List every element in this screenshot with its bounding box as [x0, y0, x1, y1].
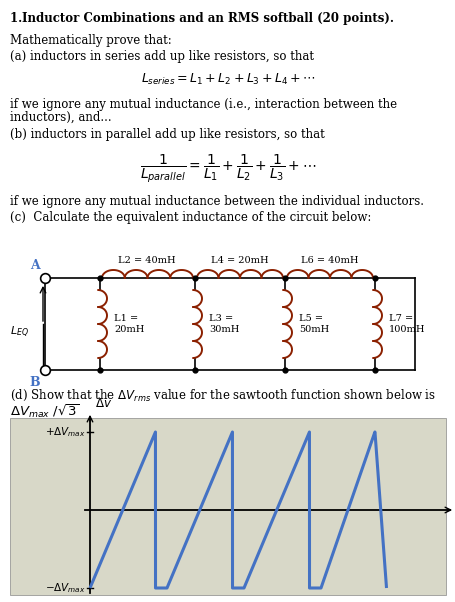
Text: L7 =
100mH: L7 = 100mH: [388, 314, 425, 334]
Text: $+\Delta V_{max}$: $+\Delta V_{max}$: [45, 425, 86, 439]
Text: $\Delta v$: $\Delta v$: [95, 397, 112, 410]
Text: L6 = 40mH: L6 = 40mH: [301, 256, 358, 265]
Text: (a) inductors in series add up like resistors, so that: (a) inductors in series add up like resi…: [10, 50, 313, 63]
Text: L3 =
30mH: L3 = 30mH: [208, 314, 239, 334]
Text: inductors), and...: inductors), and...: [10, 111, 111, 124]
Text: (b) inductors in parallel add up like resistors, so that: (b) inductors in parallel add up like re…: [10, 128, 324, 141]
Text: $\dfrac{1}{L_{parallel}} = \dfrac{1}{L_1} + \dfrac{1}{L_2} + \dfrac{1}{L_3} + \c: $\dfrac{1}{L_{parallel}} = \dfrac{1}{L_1…: [139, 152, 316, 185]
Text: L4 = 20mH: L4 = 20mH: [211, 256, 268, 265]
Text: Mathematically prove that:: Mathematically prove that:: [10, 34, 172, 47]
FancyBboxPatch shape: [10, 418, 445, 595]
Text: Inductor Combinations and an RMS softball (20 points).: Inductor Combinations and an RMS softbal…: [22, 12, 393, 25]
Text: if we ignore any mutual inductance (i.e., interaction between the: if we ignore any mutual inductance (i.e.…: [10, 98, 396, 111]
Text: A: A: [30, 259, 40, 272]
Text: L2 = 40mH: L2 = 40mH: [118, 256, 176, 265]
Text: (d) Show that the $\Delta V_{rms}$ value for the sawtooth function shown below i: (d) Show that the $\Delta V_{rms}$ value…: [10, 388, 435, 403]
Text: L5 =
50mH: L5 = 50mH: [298, 314, 329, 334]
Text: 1.: 1.: [10, 12, 26, 25]
Text: $-\Delta V_{max}$: $-\Delta V_{max}$: [45, 581, 86, 595]
Text: $L_{series} = L_1 + L_2 + L_3 + L_4 + \cdots$: $L_{series} = L_1 + L_2 + L_3 + L_4 + \c…: [141, 72, 314, 87]
Text: if we ignore any mutual inductance between the individual inductors.: if we ignore any mutual inductance betwe…: [10, 195, 423, 208]
Text: $\Delta V_{max}\ /\sqrt{3}$: $\Delta V_{max}\ /\sqrt{3}$: [10, 402, 80, 420]
Text: L1 =
20mH: L1 = 20mH: [114, 314, 144, 334]
Text: B: B: [29, 376, 40, 389]
Text: (c)  Calculate the equivalent inductance of the circuit below:: (c) Calculate the equivalent inductance …: [10, 211, 370, 224]
Text: $L_{EQ}$: $L_{EQ}$: [10, 324, 29, 340]
